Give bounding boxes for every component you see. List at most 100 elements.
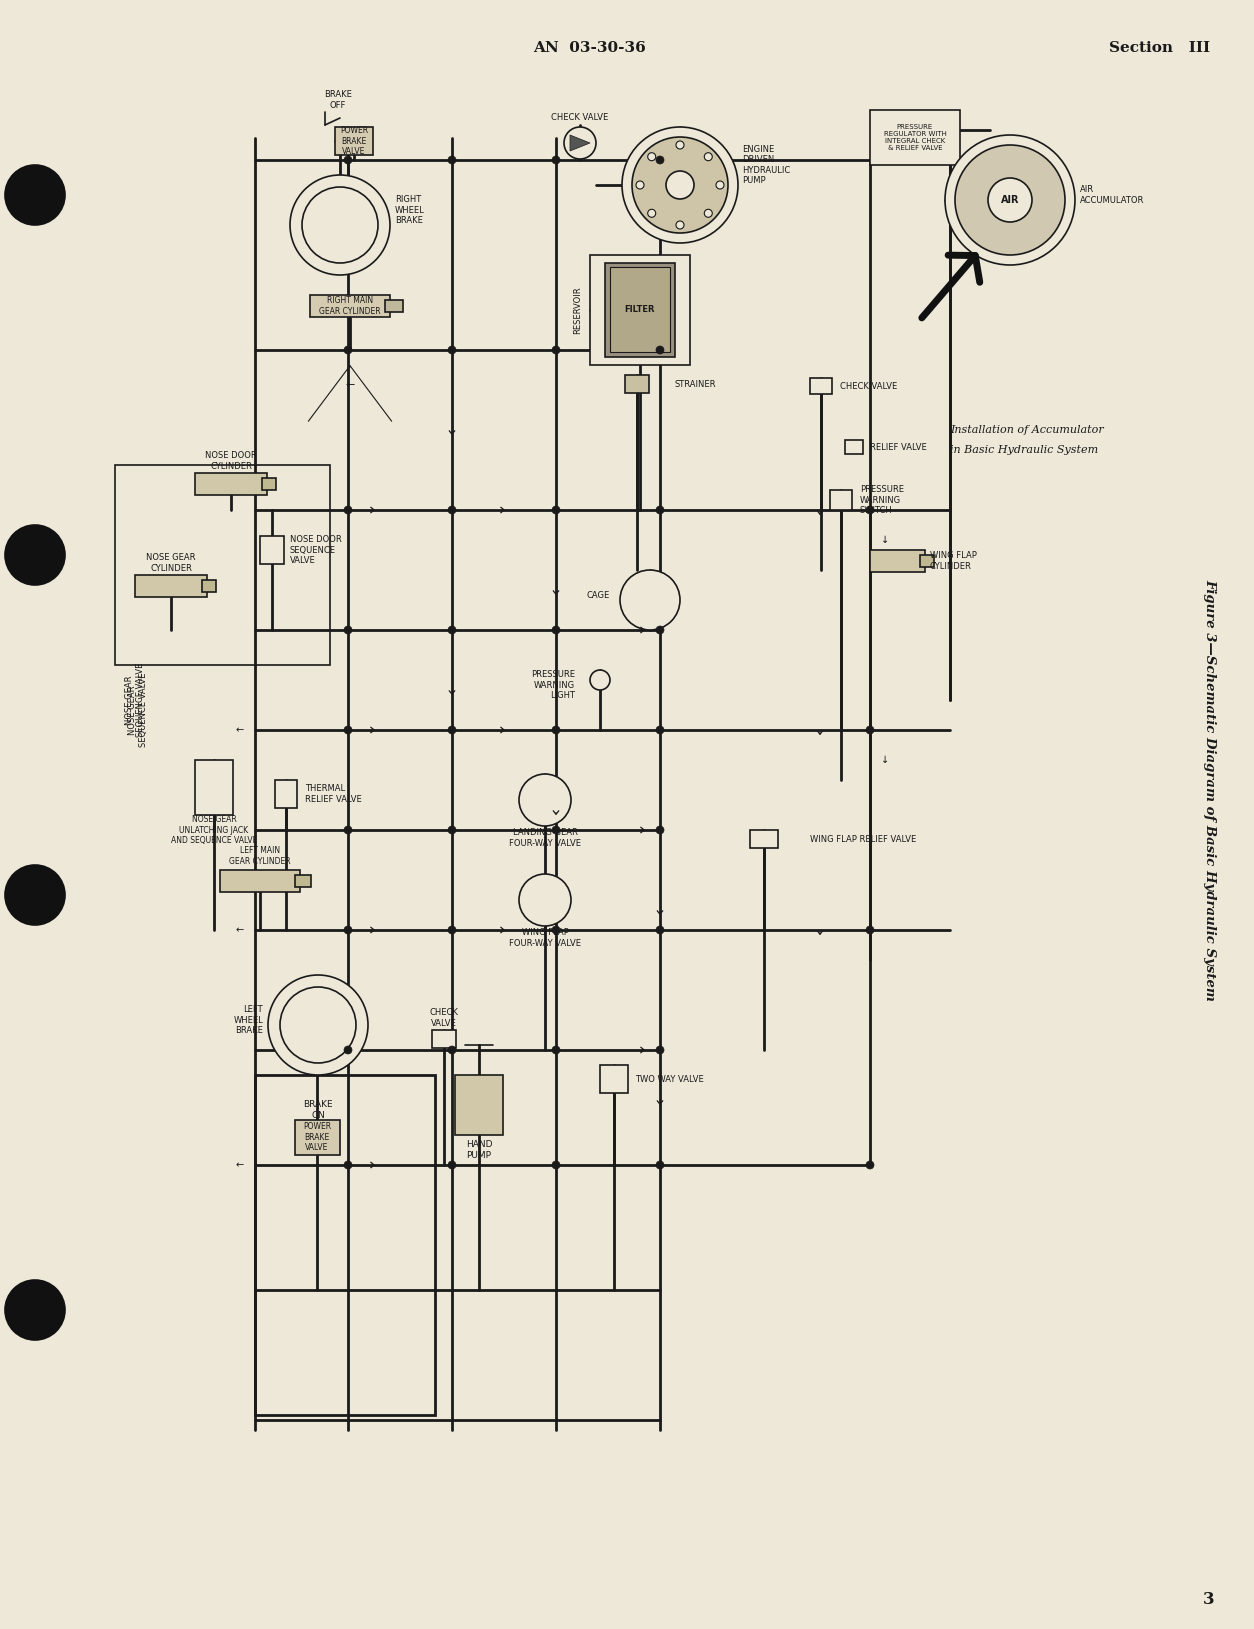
Circle shape — [988, 178, 1032, 222]
Text: RESERVOIR: RESERVOIR — [573, 287, 583, 334]
Bar — [385, 300, 403, 313]
Circle shape — [656, 1161, 665, 1170]
Circle shape — [552, 626, 561, 634]
Circle shape — [448, 727, 456, 735]
Circle shape — [666, 171, 693, 199]
Bar — [870, 111, 961, 165]
Bar — [295, 875, 311, 888]
Text: LEFT
WHEEL
BRAKE: LEFT WHEEL BRAKE — [233, 1005, 263, 1034]
Circle shape — [519, 875, 571, 925]
Text: CHECK
VALVE: CHECK VALVE — [430, 1008, 459, 1028]
Text: RIGHT
WHEEL
BRAKE: RIGHT WHEEL BRAKE — [395, 195, 425, 225]
Circle shape — [5, 865, 65, 925]
Text: ↓: ↓ — [882, 754, 889, 766]
Circle shape — [268, 976, 367, 1075]
Bar — [255, 1075, 435, 1416]
Text: NOSE DOOR
SEQUENCE
VALVE: NOSE DOOR SEQUENCE VALVE — [290, 534, 342, 565]
Bar — [599, 1065, 628, 1093]
Circle shape — [676, 222, 683, 230]
Circle shape — [448, 156, 456, 165]
Circle shape — [867, 727, 874, 735]
Circle shape — [867, 1161, 874, 1170]
Circle shape — [867, 925, 874, 933]
Circle shape — [344, 626, 352, 634]
Circle shape — [302, 187, 377, 262]
Text: Figure 3—Schematic Diagram of Basic Hydraulic System: Figure 3—Schematic Diagram of Basic Hydr… — [1204, 578, 1216, 1000]
Circle shape — [448, 1046, 456, 1054]
Text: RELIEF VALVE: RELIEF VALVE — [870, 443, 927, 451]
Text: in Basic Hydraulic System: in Basic Hydraulic System — [951, 445, 1099, 454]
Text: WING FLAP
FOUR-WAY VALVE: WING FLAP FOUR-WAY VALVE — [509, 929, 581, 948]
Circle shape — [564, 127, 596, 160]
Bar — [845, 440, 863, 454]
Bar — [624, 375, 650, 393]
Bar — [920, 555, 934, 567]
Circle shape — [448, 1161, 456, 1170]
Text: BRAKE
ON: BRAKE ON — [303, 1100, 332, 1119]
Text: Installation of Accumulator: Installation of Accumulator — [951, 425, 1104, 435]
Circle shape — [619, 570, 680, 630]
Text: STRAINER: STRAINER — [675, 380, 716, 388]
Bar — [196, 472, 267, 495]
Circle shape — [705, 153, 712, 161]
Text: TWO WAY VALVE: TWO WAY VALVE — [635, 1075, 703, 1083]
Circle shape — [946, 135, 1075, 266]
Text: Section   III: Section III — [1109, 41, 1210, 55]
Text: CHECK VALVE: CHECK VALVE — [840, 381, 898, 391]
Bar — [609, 267, 670, 352]
Circle shape — [448, 507, 456, 515]
Circle shape — [656, 1046, 665, 1054]
Bar — [830, 490, 851, 510]
Bar — [335, 127, 372, 155]
Bar — [260, 536, 283, 564]
Circle shape — [648, 209, 656, 217]
Circle shape — [676, 142, 683, 148]
Circle shape — [5, 525, 65, 585]
Text: ↓: ↓ — [882, 534, 889, 546]
Bar — [455, 1075, 503, 1135]
Text: PRESSURE
WARNING
SWITCH: PRESSURE WARNING SWITCH — [860, 485, 904, 515]
Text: AIR: AIR — [1001, 195, 1020, 205]
Circle shape — [552, 507, 561, 515]
Text: POWER
BRAKE
VALVE: POWER BRAKE VALVE — [303, 1122, 331, 1152]
Text: AN  03-30-36: AN 03-30-36 — [534, 41, 646, 55]
Circle shape — [280, 987, 356, 1064]
Circle shape — [622, 127, 739, 243]
Circle shape — [656, 925, 665, 933]
Bar — [202, 580, 216, 591]
Circle shape — [648, 153, 656, 161]
Circle shape — [656, 727, 665, 735]
Text: RIGHT MAIN
GEAR CYLINDER: RIGHT MAIN GEAR CYLINDER — [320, 296, 381, 316]
Circle shape — [290, 174, 390, 275]
Bar — [310, 295, 390, 318]
Circle shape — [519, 774, 571, 826]
Text: ←: ← — [236, 1160, 245, 1170]
Circle shape — [344, 156, 352, 165]
Circle shape — [344, 826, 352, 834]
Text: BRAKE
OFF: BRAKE OFF — [324, 90, 352, 109]
Circle shape — [552, 345, 561, 353]
Text: POWER
BRAKE
VALVE: POWER BRAKE VALVE — [340, 125, 369, 156]
Circle shape — [448, 826, 456, 834]
Circle shape — [656, 826, 665, 834]
Bar — [262, 477, 276, 490]
Circle shape — [552, 156, 561, 165]
Text: LEFT MAIN
GEAR CYLINDER: LEFT MAIN GEAR CYLINDER — [229, 847, 291, 865]
Bar — [589, 256, 690, 365]
Bar — [196, 761, 233, 814]
Text: NOSE DOOR
CYLINDER: NOSE DOOR CYLINDER — [206, 451, 257, 471]
Circle shape — [956, 145, 1065, 256]
Circle shape — [344, 345, 352, 353]
Text: PRESSURE
WARNING
LIGHT: PRESSURE WARNING LIGHT — [530, 670, 576, 700]
Text: LANDING GEAR
FOUR-WAY VALVE: LANDING GEAR FOUR-WAY VALVE — [509, 828, 581, 847]
Bar — [431, 1030, 456, 1047]
Circle shape — [552, 826, 561, 834]
Bar — [135, 575, 207, 596]
Text: ←: ← — [236, 925, 245, 935]
Circle shape — [552, 1046, 561, 1054]
Circle shape — [632, 137, 729, 233]
Text: FILTER: FILTER — [624, 305, 656, 313]
Text: WING FLAP
CYLINDER: WING FLAP CYLINDER — [930, 551, 977, 570]
Circle shape — [716, 181, 724, 189]
Text: HAND
PUMP: HAND PUMP — [465, 1140, 493, 1160]
